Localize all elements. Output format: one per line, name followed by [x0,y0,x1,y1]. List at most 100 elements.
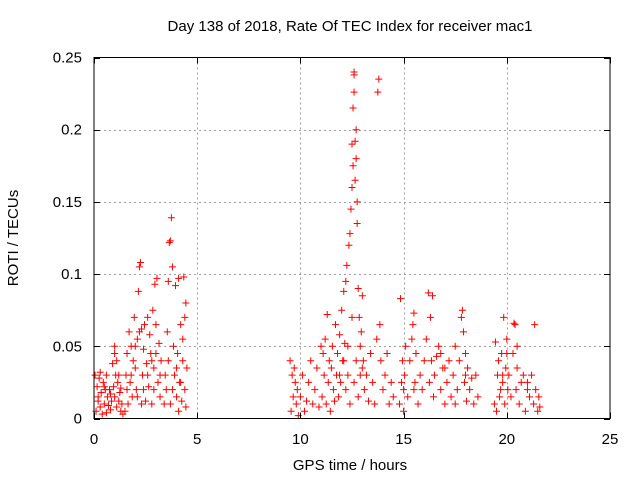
data-point [111,350,119,358]
data-point [437,350,445,358]
data-point [102,409,110,417]
data-point [389,393,397,401]
data-point [315,403,323,411]
data-point [353,220,361,228]
data-point [110,383,118,391]
data-point [116,389,124,397]
data-point [107,406,115,414]
chart-title: Day 138 of 2018, Rate Of TEC Index for r… [168,18,533,35]
data-point [303,397,311,405]
data-point [385,400,393,408]
data-point [513,364,521,372]
x-axis-label: GPS time / hours [293,457,407,474]
data-point [150,386,158,394]
data-point [148,400,156,408]
data-point [154,378,162,386]
data-point [464,364,472,372]
data-point [398,378,406,386]
data-point [534,407,542,415]
data-point [113,403,121,411]
data-point [177,321,185,329]
data-point [99,378,107,386]
data-point [286,357,294,365]
data-point [100,383,108,391]
data-point [334,350,342,358]
data-point [345,241,353,249]
data-point [343,261,351,269]
data-point [441,364,449,372]
data-point [311,386,319,394]
data-point [395,400,403,408]
data-point [94,393,102,401]
data-point [411,378,419,386]
data-point [451,342,459,350]
data-point [474,393,482,401]
data-point [348,183,356,191]
data-point [123,350,131,358]
data-point [103,393,111,401]
data-point [457,313,465,321]
data-point [460,378,468,386]
data-point [309,400,317,408]
y-tick-label: 0.2 [61,122,82,139]
data-point [137,400,145,408]
data-point [163,328,171,336]
data-point [296,393,304,401]
data-point [512,386,520,394]
data-point [178,397,186,405]
data-point [408,335,416,343]
data-point [462,371,470,379]
data-point [401,371,409,379]
data-point [371,400,379,408]
data-point [410,309,418,317]
data-point [331,321,339,329]
data-point [135,328,143,336]
data-point [373,335,381,343]
data-point [322,400,330,408]
data-point [528,371,536,379]
data-point [349,162,357,170]
data-point [530,400,538,408]
data-point [313,364,321,372]
data-point [497,386,505,394]
data-point [505,371,513,379]
data-point [319,350,327,358]
data-point [451,400,459,408]
data-point [175,274,183,282]
data-point [330,397,338,405]
data-point [344,342,352,350]
data-point [288,371,296,379]
data-point [145,383,153,391]
tick-label-layer: 0 5 10 15 20 25 0 0.05 0.1 0.15 0.2 0.25 [53,50,619,449]
data-point [131,342,139,350]
data-point [292,400,300,408]
data-point [289,393,297,401]
data-point [517,378,525,386]
data-point [323,311,331,319]
data-point [91,371,99,379]
data-point [342,386,350,394]
data-point [536,403,544,411]
data-point [412,350,420,358]
data-point [490,400,498,408]
data-point [375,75,383,83]
data-point [96,403,104,411]
data-point [519,371,527,379]
data-point [329,386,337,394]
data-point [463,397,471,405]
x-tick-label: 20 [498,431,515,448]
data-point [115,397,123,405]
data-point [531,321,539,329]
data-point [348,140,356,148]
data-point [352,357,360,365]
data-point [458,306,466,314]
data-point [181,386,189,394]
data-point [164,357,172,365]
data-point [155,339,163,347]
data-point [301,407,309,415]
data-point [142,397,150,405]
data-point [351,137,359,145]
data-point [125,328,133,336]
x-tick-label: 25 [602,431,619,448]
